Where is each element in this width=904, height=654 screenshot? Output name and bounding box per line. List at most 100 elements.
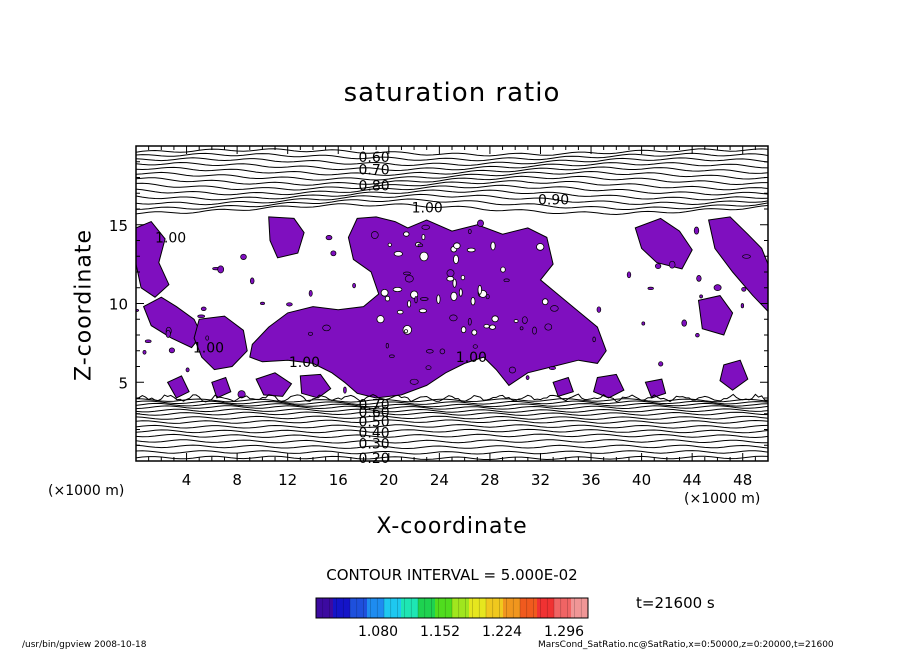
colorbar-swatch [469,598,487,618]
contour-line [136,398,768,403]
contour-hole [403,231,410,237]
contour-label: 1.00 [456,350,487,366]
chart-title: saturation ratio [343,78,561,108]
shaded-region-patch [166,375,190,399]
colorbar-label: 1.224 [482,624,522,640]
contour-line [136,415,768,420]
contour-hole [387,242,392,247]
contour-line [136,148,768,157]
shaded-speckle [519,326,524,331]
colorbar-swatch [384,598,402,618]
shaded-speckle [647,286,654,291]
shaded-speckle [421,224,430,230]
shaded-speckle [389,354,395,358]
shaded-speckle [385,343,389,349]
shaded-speckle [695,333,700,338]
shaded-region-patch [193,315,248,371]
shaded-speckle [439,348,446,355]
time-label: t=21600 s [636,594,715,612]
contour-line [136,203,768,216]
shaded-region-patch [719,359,749,391]
shaded-speckle [548,366,556,371]
colorbar-swatch [350,598,368,618]
x-tick-label: 16 [329,471,348,489]
contour-label: 1.00 [412,200,443,216]
shaded-region-patch [299,373,332,399]
contour-line [136,166,768,176]
shaded-speckle [713,284,722,291]
colorbar-label: 1.152 [420,624,460,640]
contour-line [136,198,768,210]
shaded-speckle [249,277,255,285]
shaded-speckle [592,336,596,343]
footer-dataset: MarsCond_SatRatio.nc@SatRatio,x=0:50000,… [538,640,834,650]
shaded-speckle [485,294,490,300]
contour-hole [380,288,389,297]
contour-hole [458,288,463,297]
shaded-region-main [249,216,607,399]
shaded-speckle [185,367,190,373]
x-tick-label: 4 [182,471,192,489]
shaded-speckle [308,290,313,297]
contour-hole [403,329,409,334]
contour-line [136,180,768,191]
shaded-speckle [693,226,700,235]
shaded-speckle [425,365,432,371]
colorbar-swatch [367,598,385,618]
contour-label: 0.70 [359,163,390,179]
shaded-speckle [521,316,528,324]
shaded-speckle [467,318,472,326]
x-tick-label: 40 [632,471,651,489]
shaded-speckle [307,331,314,336]
contour-lines-layer [136,148,768,461]
shaded-speckle [322,324,331,332]
contour-line [136,408,768,413]
shaded-speckle [472,344,478,349]
contour-hole [483,324,490,329]
contour-hole [376,315,385,324]
contour-hole [446,276,455,282]
shaded-speckle [503,278,510,283]
y-axis-unit: (×1000 m) [48,483,125,499]
colorbar-swatch [503,598,521,618]
contour-label: 0.20 [359,451,390,467]
shaded-speckle [641,321,646,326]
shaded-speckle [420,297,429,301]
contour-hole [500,266,506,273]
colorbar-frame [315,597,589,619]
x-tick-label: 28 [480,471,499,489]
contour-hole [450,291,458,301]
shaded-region-layer [136,216,768,399]
contour-hole [513,319,519,323]
contour-hole [460,326,467,334]
shaded-speckle [658,361,664,367]
x-tick-label: 32 [531,471,550,489]
shaded-speckle [742,254,751,259]
contour-line [136,450,768,455]
footer-command: /usr/bin/gpview 2008-10-18 [22,640,147,650]
shaded-speckle [409,378,419,385]
contour-hole [471,329,478,336]
shaded-region-patch [697,295,734,336]
shaded-speckle [449,314,458,322]
colorbar-swatch [418,598,436,618]
shaded-speckle [668,260,676,269]
shaded-speckle [425,349,434,354]
contour-line [136,419,768,424]
shaded-speckle [477,219,484,227]
contour-label: 1.00 [155,230,186,246]
contour-line [136,428,768,434]
contour-label: 0.80 [359,178,390,194]
contour-line [136,157,768,167]
shaded-region-patch [255,372,293,397]
y-tick-label: 15 [109,217,128,235]
contour-hole [491,315,499,323]
shaded-speckle [240,253,247,260]
shaded-speckle [654,263,662,269]
shaded-speckle [681,319,687,327]
shaded-region-patch [268,216,305,259]
shaded-speckle [699,294,703,299]
shaded-speckle [144,339,152,343]
contour-hole [542,298,549,306]
colorbar-swatch [486,598,504,618]
